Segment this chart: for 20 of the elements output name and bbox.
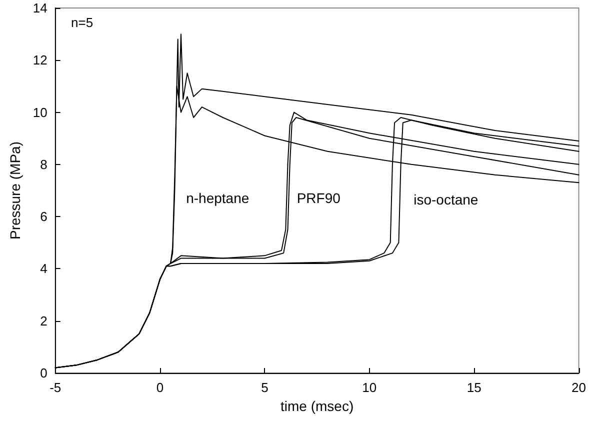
x-tick-label: 10 bbox=[362, 380, 377, 395]
y-tick-label: 6 bbox=[40, 209, 48, 224]
y-tick-label: 2 bbox=[40, 313, 48, 328]
annotation: n-heptane bbox=[186, 190, 250, 206]
annotation: PRF90 bbox=[296, 190, 341, 206]
y-tick-label: 10 bbox=[32, 104, 48, 120]
y-tick-label: 0 bbox=[40, 366, 48, 380]
y-tick-label: 12 bbox=[32, 52, 48, 68]
x-tick-label: 5 bbox=[261, 380, 268, 395]
annotation: n=5 bbox=[71, 15, 94, 30]
x-tick-label: 20 bbox=[572, 380, 586, 395]
annotation: iso-octane bbox=[414, 192, 478, 208]
x-tick-label: 15 bbox=[466, 380, 482, 395]
y-axis-title: Pressure (MPa) bbox=[7, 141, 23, 240]
x-tick-label: -5 bbox=[50, 380, 62, 395]
y-tick-label: 14 bbox=[32, 0, 48, 16]
y-tick-label: 8 bbox=[40, 156, 48, 172]
y-tick-label: 4 bbox=[40, 261, 48, 276]
x-tick-label: 0 bbox=[156, 380, 164, 395]
x-axis-title: time (msec) bbox=[280, 398, 354, 414]
